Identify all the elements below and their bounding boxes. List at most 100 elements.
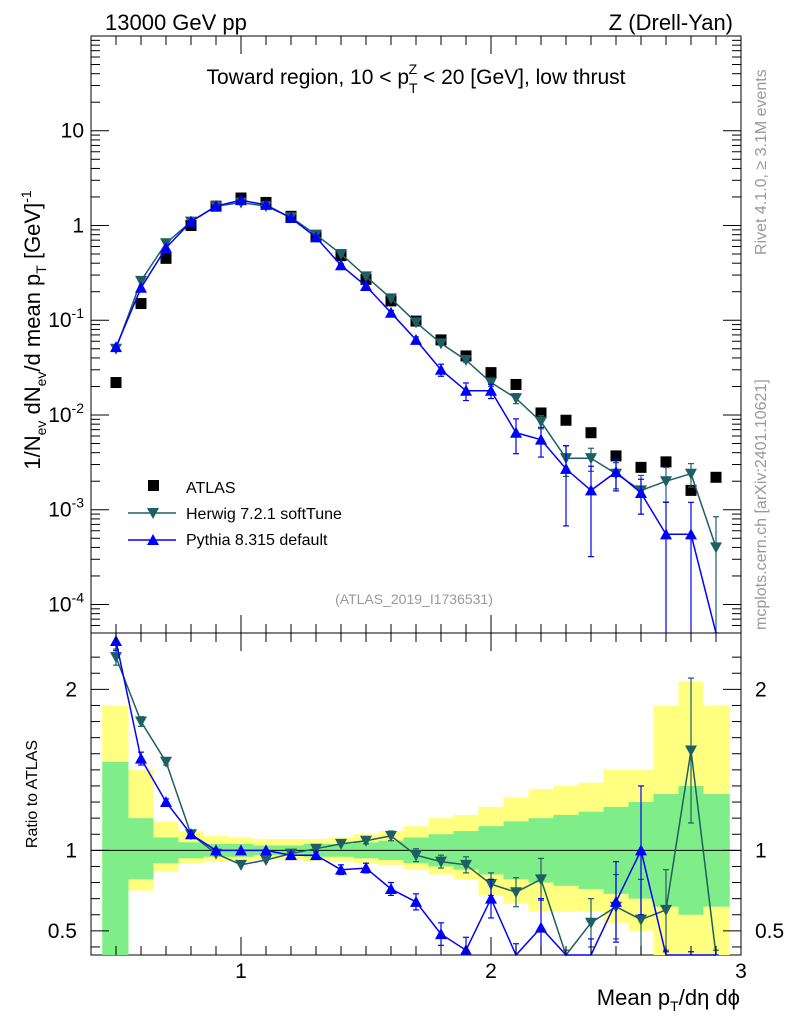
main-point-pythia	[135, 281, 147, 293]
main-point-atlas	[535, 407, 547, 419]
ratio-point-pythia	[610, 895, 622, 907]
main-y-tick-label: 10-2	[48, 400, 84, 427]
ratio-point-herwig	[535, 874, 547, 886]
ratio-point-herwig	[235, 859, 247, 871]
main-point-pythia	[485, 384, 497, 396]
header-left: 13000 GeV pp	[105, 10, 247, 35]
ratio-y-tick-label-right: 0.5	[755, 920, 784, 943]
ratio-point-pythia	[235, 844, 247, 856]
ratio-point-pythia	[285, 849, 297, 861]
ratio-point-herwig	[360, 835, 372, 847]
main-point-atlas	[485, 367, 497, 379]
header-right: Z (Drell-Yan)	[609, 10, 733, 35]
mcplots-label: mcplots.cern.ch [arXiv:2401.10621]	[753, 379, 770, 630]
main-point-pythia	[510, 426, 522, 438]
ratio-point-pythia	[135, 752, 147, 764]
main-y-tick-label: 10-1	[48, 305, 84, 332]
legend-marker-pythia	[147, 534, 159, 545]
main-point-herwig	[385, 293, 397, 305]
ratio-point-pythia	[310, 849, 322, 861]
ratio-point-pythia	[260, 844, 272, 856]
main-point-atlas	[685, 484, 697, 496]
ratio-y-tick-label: 1	[65, 839, 77, 862]
ratio-point-pythia	[410, 895, 422, 907]
main-point-pythia	[385, 306, 397, 318]
ratio-point-pythia	[360, 862, 372, 874]
ratio-point-pythia	[635, 844, 647, 856]
rivet-version-label: Rivet 4.1.0, ≥ 3.1M events	[753, 69, 770, 255]
main-point-atlas	[510, 378, 522, 390]
main-point-pythia	[660, 528, 672, 540]
main-point-herwig	[485, 377, 497, 389]
ratio-point-pythia	[210, 844, 222, 856]
main-point-pythia	[260, 198, 272, 210]
ratio-point-herwig	[635, 914, 647, 926]
main-point-atlas	[710, 471, 722, 483]
main-point-pythia	[560, 462, 572, 474]
legend-marker-atlas	[148, 480, 159, 491]
ratio-point-pythia	[160, 796, 172, 808]
main-point-pythia	[610, 466, 622, 478]
main-point-atlas	[160, 252, 172, 264]
main-point-pythia	[360, 279, 372, 291]
main-point-pythia	[460, 384, 472, 396]
ratio-point-pythia	[385, 882, 397, 894]
x-tick-label: 2	[485, 960, 497, 983]
main-point-herwig	[585, 453, 597, 465]
x-tick-label: 3	[735, 960, 747, 983]
ratio-y-tick-label-right: 1	[755, 839, 767, 862]
main-point-atlas	[135, 298, 147, 310]
main-point-herwig	[435, 338, 447, 350]
main-point-pythia	[185, 215, 197, 227]
ratio-point-pythia	[535, 921, 547, 933]
legend-label-pythia: Pythia 8.315 default	[186, 532, 328, 549]
ratio-point-herwig	[685, 745, 697, 757]
legend-label-atlas: ATLAS	[186, 480, 236, 497]
main-point-pythia	[335, 259, 347, 271]
main-axis-ticks	[90, 35, 742, 634]
main-point-herwig	[335, 249, 347, 261]
main-point-herwig	[660, 476, 672, 488]
main-point-pythia	[285, 211, 297, 223]
ratio-point-herwig	[660, 904, 672, 916]
main-point-herwig	[460, 355, 472, 367]
main-point-atlas	[560, 414, 572, 426]
ratio-point-herwig	[410, 850, 422, 862]
main-point-herwig	[135, 275, 147, 287]
main-point-pythia	[160, 241, 172, 253]
main-point-herwig	[685, 468, 697, 480]
main-y-tick-labels: 10-4 10-3 10-2 10-1 1 10	[48, 120, 84, 617]
ratio-y-tick-label: 2	[65, 678, 77, 701]
main-point-atlas	[635, 461, 647, 473]
main-point-pythia	[410, 333, 422, 345]
analysis-id: (ATLAS_2019_I1736531)	[335, 591, 493, 607]
ratio-point-herwig	[585, 917, 597, 929]
ratio-point-pythia	[435, 928, 447, 940]
main-point-herwig	[510, 393, 522, 405]
main-point-pythia	[235, 194, 247, 206]
main-y-tick-label: 10	[61, 120, 84, 143]
main-point-pythia	[110, 341, 122, 353]
ratio-point-pythia	[185, 828, 197, 840]
main-point-pythia	[310, 231, 322, 243]
main-point-pythia	[685, 528, 697, 540]
main-y-tick-label: 10-4	[48, 589, 84, 616]
ratio-band-green	[102, 761, 129, 955]
legend-marker-herwig	[147, 508, 159, 519]
main-y-tick-label: 1	[72, 214, 84, 237]
main-point-atlas	[110, 377, 122, 389]
ratio-axis-ticks	[90, 633, 742, 955]
main-plot-panel: 10-4 10-3 10-2 10-1 1 10 Toward region, 10 < …	[48, 35, 742, 634]
plot-title: Toward region, 10 < pTZ < 20 [GeV], low …	[206, 61, 625, 96]
x-axis-label: Mean pT/dη dϕ	[597, 985, 740, 1014]
main-point-atlas	[610, 450, 622, 462]
main-point-herwig	[410, 317, 422, 329]
main-series-layer	[110, 192, 722, 634]
ratio-plot-panel: 0.5 0.5 1 1 2 2	[48, 632, 784, 957]
main-point-herwig	[360, 271, 372, 283]
main-point-pythia	[635, 487, 647, 499]
ratio-point-pythia	[335, 863, 347, 875]
ratio-point-herwig	[435, 856, 447, 868]
ratio-point-herwig	[135, 716, 147, 728]
